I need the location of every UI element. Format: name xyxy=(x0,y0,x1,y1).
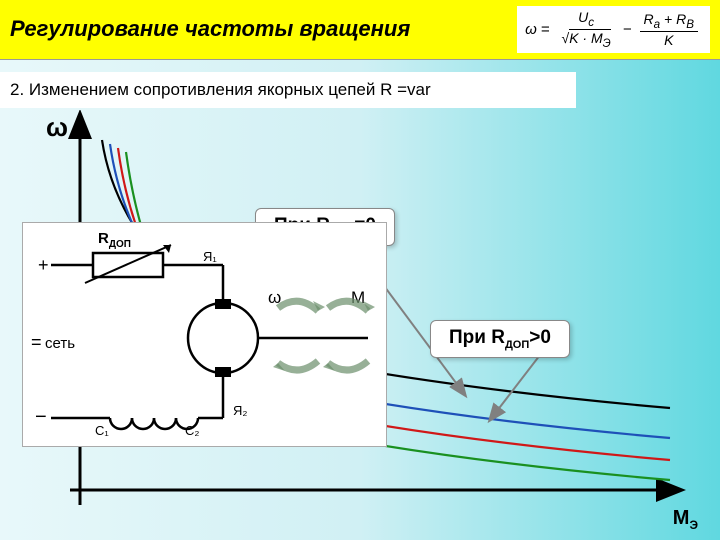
svg-text:=: = xyxy=(31,332,42,352)
callout-pointer-2 xyxy=(490,355,540,420)
formula: ω = Uc √K · MЭ − Ra + RB K xyxy=(517,6,710,53)
formula-eq: = xyxy=(541,21,550,38)
plus-terminal: + xyxy=(38,255,49,275)
x-axis-label: МЭ xyxy=(673,507,698,532)
formula-omega: ω xyxy=(525,21,537,38)
title-bar: Регулирование частоты вращения ω = Uc √K… xyxy=(0,0,720,60)
callout-rdop-positive: При RДОП>0 xyxy=(430,320,570,358)
formula-frac1: Uc √K · MЭ xyxy=(558,9,615,50)
svg-text:−: − xyxy=(35,406,47,428)
svg-text:Я₁: Я₁ xyxy=(203,249,217,264)
page-title: Регулирование частоты вращения xyxy=(10,16,410,42)
formula-frac2: Ra + RB K xyxy=(640,11,698,48)
circuit-diagram: + RДОП Я₁ ω М Я₂ С₂ С₁ xyxy=(22,222,387,447)
svg-text:Я₂: Я₂ xyxy=(233,403,247,418)
formula-minus: − xyxy=(623,21,632,38)
y-axis-label: ω xyxy=(46,112,68,143)
svg-text:сеть: сеть xyxy=(45,335,75,352)
motor-armature xyxy=(188,303,258,373)
svg-text:С₁: С₁ xyxy=(95,423,109,438)
svg-text:RДОП: RДОП xyxy=(98,230,131,250)
subtitle: 2. Изменением сопротивления якорных цепе… xyxy=(0,72,576,108)
svg-text:С₂: С₂ xyxy=(185,423,199,438)
